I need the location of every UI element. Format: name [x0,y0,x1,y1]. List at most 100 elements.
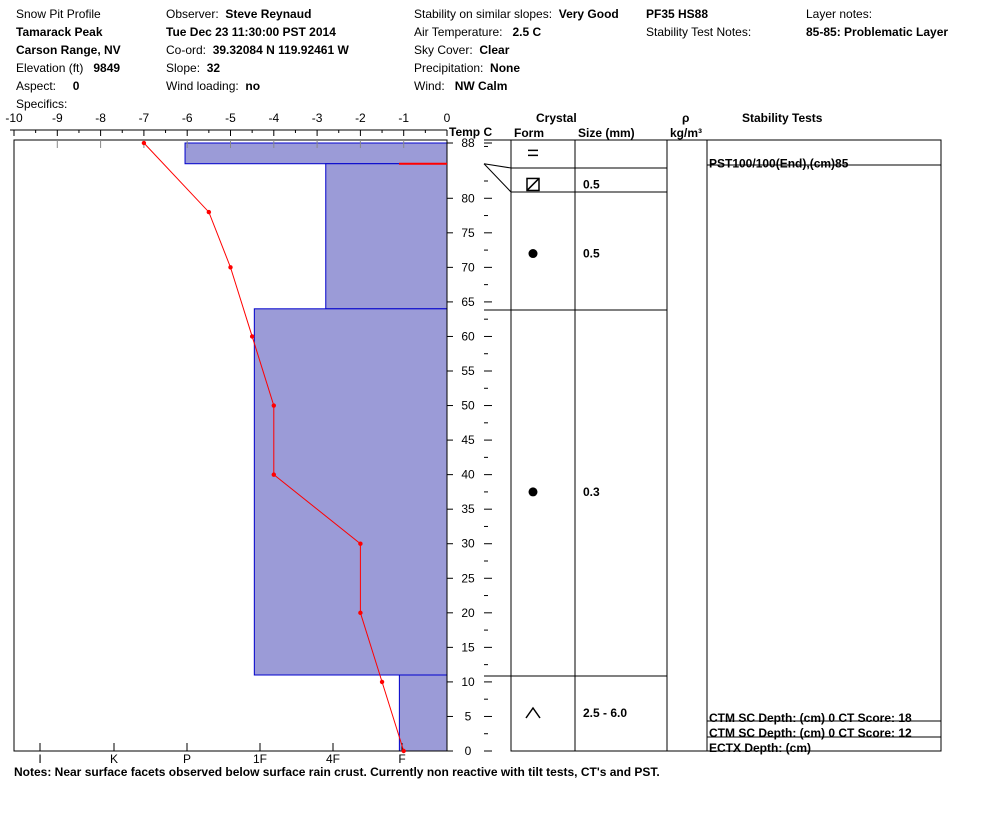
hardness-bar [325,163,448,310]
depth-tick-label: 35 [461,502,475,516]
temperature-point [401,748,406,754]
layer-notes-label: Layer notes: [806,7,873,21]
temp-tick-label: -7 [139,111,150,125]
depth-tick-label: 50 [461,399,475,413]
crystal-size-label: 0.5 [583,247,600,261]
depth-tick-label: 15 [461,640,475,654]
depth-tick-label: 75 [461,226,475,240]
temp-tick-label: -4 [268,111,279,125]
temperature-point [271,403,276,408]
depth-tick-label: 70 [461,260,475,274]
elevation-label: Elevation (ft) [16,61,84,75]
depth-tick-label: 40 [461,468,475,482]
air-temp-field: Air Temperature: 2.5 C [414,25,541,39]
depth-tick-label: 80 [461,191,475,205]
depth-tick-label: 65 [461,295,475,309]
observer-label: Observer: [166,7,219,21]
temperature-point [228,265,233,270]
elevation-value: 9849 [93,61,121,75]
stability-test-entry: CTM SC Depth: (cm) 0 CT Score: 12 [709,726,912,740]
density-header: ρ [682,111,689,125]
wind-loading-label: Wind loading: [166,79,239,93]
depth-tick-label: 45 [461,433,475,447]
hardness-tick-label: 4F [326,752,340,766]
hardness-tick-label: 1F [253,752,267,766]
faceted-icon [526,177,540,192]
depth-tick-label: 55 [461,364,475,378]
slope-field: Slope: 32 [166,61,220,75]
depth-tick-label: 20 [461,606,475,620]
specifics-label: Specifics: [16,97,68,111]
temp-tick-label: 0 [444,111,451,125]
stability-field: Stability on similar slopes: Very Good [414,7,619,21]
stability-value: Very Good [558,7,619,21]
depth-hoar-icon [525,706,541,719]
precip-label: Precipitation: [414,61,484,75]
crystal-header: Crystal [536,111,577,125]
depth-tick-label: 25 [461,571,475,585]
temp-tick-label: -5 [225,111,236,125]
hardness-tick-label: F [398,752,405,766]
hardness-bar [184,142,448,165]
temperature-point [141,140,147,146]
layer-connector [483,163,512,169]
pf-hs-value: PF35 HS88 [646,7,709,21]
temperature-profile [141,140,447,754]
coord-label: Co-ord: [166,43,207,57]
profile-label: Snow Pit Profile [16,7,101,21]
depth-tick-label: 5 [465,709,472,723]
temp-tick-label: -1 [398,111,409,125]
hardness-tick-label: I [38,752,41,766]
hardness-bar [398,674,448,752]
elevation-field: Elevation (ft) 9849 [16,61,120,75]
aspect-label: Aspect: [16,79,57,93]
air-temp-label: Air Temperature: [414,25,503,39]
notes-text: Notes: Near surface facets observed belo… [14,765,660,779]
coord-field: Co-ord: 39.32084 N 119.92461 W [166,43,349,57]
coord-value: 39.32084 N 119.92461 W [212,43,349,57]
depth-tick-label: 30 [461,537,475,551]
stability-test-entry: PST100/100(End),(cm)85 [709,157,849,171]
hardness-bar [253,308,448,676]
hardness-bars [184,142,448,752]
aspect-value: 0 [72,79,80,93]
layer-notes-value: 85-85: Problematic Layer [806,25,949,39]
precip-field: Precipitation: None [414,61,520,75]
temp-tick-label: -2 [355,111,366,125]
aspect-field: Aspect: 0 [16,79,79,93]
sky-label: Sky Cover: [414,43,473,57]
location-name: Tamarack Peak [16,25,103,39]
wind-value: NW Calm [454,79,508,93]
wind-label: Wind: [414,79,445,93]
form-header: Form [514,126,544,140]
wind-loading-field: Wind loading: no [166,79,260,93]
depth-tick-label: 60 [461,329,475,343]
observation-datetime: Tue Dec 23 11:30:00 PST 2014 [166,25,336,39]
depth-tick-label: 10 [461,675,475,689]
hardness-tick-label: K [110,752,118,766]
temp-tick-label: -6 [182,111,193,125]
stability-tests-header: Stability Tests [742,111,823,125]
temperature-line [143,142,405,752]
temperature-point [379,679,385,685]
slope-label: Slope: [166,61,201,75]
crystal-size-label: 2.5 - 6.0 [583,706,627,720]
temperature-point [206,209,212,215]
sky-field: Sky Cover: Clear [414,43,509,57]
size-header: Size (mm) [578,126,635,140]
temperature-point [249,334,255,339]
hardness-tick-label: P [183,752,191,766]
layer-connector [483,163,512,193]
rounded-grain-icon [528,249,538,259]
temp-axis-label: Temp C [449,125,492,139]
faceted-icon-diagonal [526,177,540,191]
stability-notes-label: Stability Test Notes: [646,25,752,39]
observer-value: Steve Reynaud [225,7,312,21]
crystal-size-label: 0.3 [583,485,600,499]
crystal-size-label: 0.5 [583,177,600,191]
rounded-grain-icon [528,487,538,497]
temperature-point [271,472,276,477]
density-unit: kg/m³ [670,126,702,140]
stability-test-entry: ECTX Depth: (cm) [709,741,811,755]
